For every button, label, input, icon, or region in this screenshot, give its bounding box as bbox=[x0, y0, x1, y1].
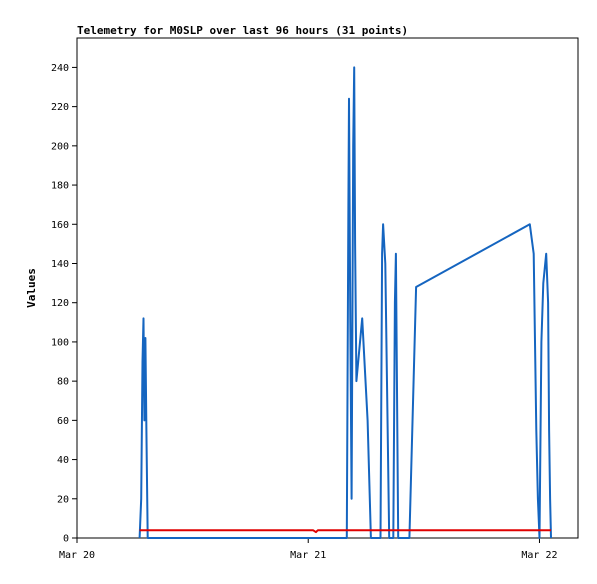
y-tick-label: 60 bbox=[57, 416, 69, 427]
y-axis-label: Values bbox=[25, 268, 38, 308]
series-line-1 bbox=[138, 66, 552, 539]
y-tick-label: 160 bbox=[51, 220, 69, 231]
y-tick-label: 180 bbox=[51, 181, 69, 192]
y-tick-label: 240 bbox=[51, 63, 69, 74]
y-tick-label: 80 bbox=[57, 377, 69, 388]
x-axis: Mar 20 Mar 21 Mar 22 bbox=[59, 538, 558, 561]
y-tick-label: 40 bbox=[57, 455, 69, 466]
chart-title: Telemetry for M0SLP over last 96 hours (… bbox=[77, 24, 408, 37]
x-tick-label: Mar 21 bbox=[290, 550, 326, 561]
y-tick-label: 140 bbox=[51, 259, 69, 270]
x-tick-label: Mar 22 bbox=[521, 550, 557, 561]
y-tick-label: 20 bbox=[57, 494, 69, 505]
y-axis: 0 20 40 60 80 100 120 140 160 180 200 220 240 bbox=[51, 63, 77, 545]
y-tick-label: 0 bbox=[63, 534, 69, 545]
plot-area-frame bbox=[76, 37, 579, 539]
y-tick-label: 120 bbox=[51, 298, 69, 309]
series-layer bbox=[138, 66, 552, 539]
y-tick-label: 100 bbox=[51, 337, 69, 348]
y-axis-label-group: Values bbox=[25, 268, 38, 308]
series-line-2 bbox=[139, 529, 551, 534]
x-tick-label: Mar 20 bbox=[59, 550, 95, 561]
y-tick-label: 200 bbox=[51, 141, 69, 152]
y-tick-label: 220 bbox=[51, 102, 69, 113]
